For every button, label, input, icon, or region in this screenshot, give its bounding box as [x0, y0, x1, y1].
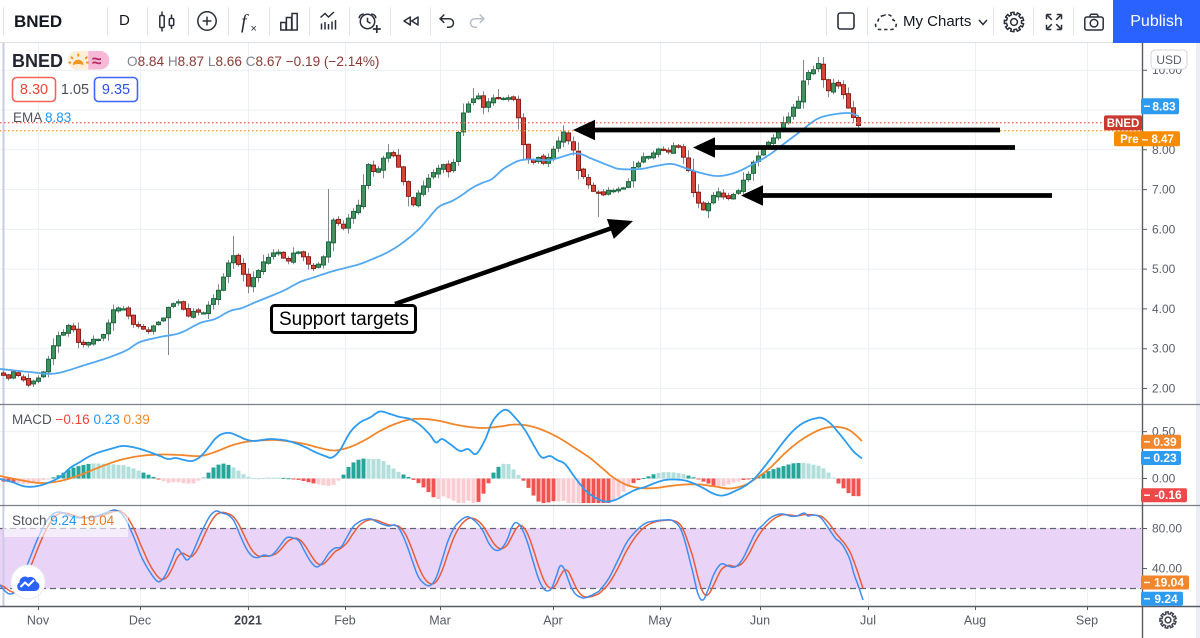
svg-text:BNED: BNED: [12, 51, 63, 71]
svg-text:8.83: 8.83: [1152, 99, 1176, 113]
svg-text:6.00: 6.00: [1152, 222, 1176, 236]
svg-text:MACD −0.16 0.23 0.39: MACD −0.16 0.23 0.39: [12, 412, 150, 427]
svg-text:Nov: Nov: [27, 614, 50, 628]
svg-text:f: f: [241, 11, 249, 33]
svg-text:9.24: 9.24: [1154, 592, 1178, 606]
svg-text:4.00: 4.00: [1152, 302, 1176, 316]
svg-text:Jul: Jul: [860, 614, 876, 628]
svg-text:≈: ≈: [92, 52, 101, 71]
svg-text:EMA: EMA: [13, 110, 42, 125]
svg-text:Support targets: Support targets: [279, 309, 409, 330]
svg-text:2021: 2021: [234, 614, 262, 628]
svg-text:×: ×: [251, 23, 257, 35]
svg-text:Apr: Apr: [543, 614, 562, 628]
svg-text:Dec: Dec: [129, 614, 151, 628]
svg-text:80.00: 80.00: [1152, 522, 1182, 536]
svg-text:Aug: Aug: [964, 614, 986, 628]
svg-text:8.83: 8.83: [45, 110, 71, 125]
svg-text:May: May: [648, 614, 672, 628]
svg-text:O8.84 H8.87 L8.66 C8.67 −0.19: O8.84 H8.87 L8.66 C8.67 −0.19 (−2.14%): [127, 54, 379, 69]
svg-text:8.00: 8.00: [1152, 143, 1176, 157]
svg-text:8.30: 8.30: [20, 82, 48, 98]
svg-text:Feb: Feb: [334, 614, 356, 628]
svg-text:Pre – 8.47: Pre – 8.47: [1120, 134, 1174, 146]
svg-text:0.00: 0.00: [1152, 472, 1176, 486]
svg-text:Mar: Mar: [429, 614, 451, 628]
svg-text:Stoch 9.24 19.04: Stoch 9.24 19.04: [12, 513, 115, 528]
svg-text:19.04: 19.04: [1154, 576, 1184, 590]
svg-text:Sep: Sep: [1076, 614, 1098, 628]
svg-text:Jun: Jun: [750, 614, 770, 628]
svg-text:5.00: 5.00: [1152, 262, 1176, 276]
svg-text:2.00: 2.00: [1152, 382, 1176, 396]
svg-text:-0.16: -0.16: [1154, 488, 1182, 502]
svg-text:0.23: 0.23: [1153, 451, 1177, 465]
svg-text:40.00: 40.00: [1152, 562, 1182, 576]
svg-text:0.39: 0.39: [1153, 435, 1177, 449]
svg-text:9.35: 9.35: [102, 82, 130, 98]
svg-text:7.00: 7.00: [1152, 183, 1176, 197]
svg-text:BNED: BNED: [1107, 118, 1140, 130]
svg-text:USD: USD: [1156, 53, 1182, 67]
svg-text:3.00: 3.00: [1152, 342, 1176, 356]
svg-text:1.05: 1.05: [61, 82, 89, 98]
